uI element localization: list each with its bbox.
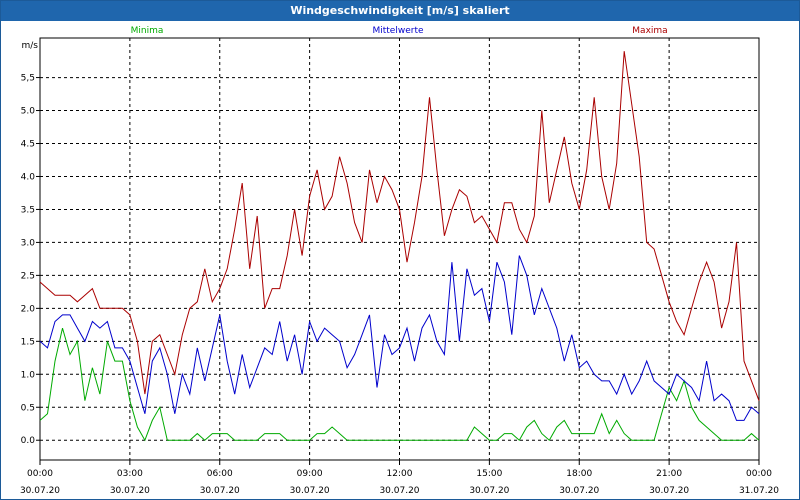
x-tick-date-label: 30.07.20	[559, 486, 599, 496]
x-tick-date-label: 30.07.20	[110, 486, 150, 496]
x-tick-date-label: 30.07.20	[20, 486, 60, 496]
series-lines	[39, 51, 760, 442]
y-axis-unit-label: m/s	[22, 41, 39, 51]
x-tick-time-label: 12:00	[387, 469, 413, 479]
x-tick-date-label: 30.07.20	[379, 486, 419, 496]
y-tick-label: 5.0	[21, 107, 36, 117]
x-tick-time-label: 21:00	[656, 469, 682, 479]
y-tick-label: 3.5	[21, 205, 35, 215]
x-axis-ticks: 00:00 30.07.20 03:00 30.07.20 06:00 30.07.20 0…	[20, 460, 779, 496]
legend-entry: Minima	[131, 26, 164, 36]
y-tick-label: 3.0	[21, 238, 36, 248]
y-tick-label: 2.0	[21, 304, 36, 314]
x-tick-time-label: 18:00	[566, 469, 592, 479]
x-tick-time-label: 00:00	[746, 469, 772, 479]
x-tick-time-label: 03:00	[117, 469, 143, 479]
y-axis-ticks: 0.0 0.5 1.0 1.5 2.0 2.5 3.0 3.5 4.0 4.5 5.0 5,5	[21, 74, 40, 446]
x-tick-time-label: 00:00	[27, 469, 53, 479]
window-title: Windgeschwindigkeit [m/s] skaliert	[1, 1, 799, 21]
y-tick-label: 4.5	[21, 140, 35, 150]
y-tick-label: 2.5	[21, 271, 35, 281]
y-tick-label: 0.5	[21, 403, 35, 413]
series-line-minima	[39, 327, 760, 442]
series-line-mittelwerte	[39, 255, 760, 421]
y-tick-label: 1.0	[21, 370, 36, 380]
x-tick-date-label: 31.07.20	[739, 486, 779, 496]
x-tick-time-label: 09:00	[297, 469, 323, 479]
y-tick-label: 0.0	[21, 436, 36, 446]
series-line-maxima	[39, 51, 760, 401]
x-tick-date-label: 30.07.20	[290, 486, 330, 496]
grid-lines	[40, 38, 759, 460]
y-tick-label: 4.0	[21, 172, 36, 182]
x-tick-date-label: 30.07.20	[649, 486, 689, 496]
x-tick-date-label: 30.07.20	[200, 486, 240, 496]
legend-entry: Maxima	[632, 26, 667, 36]
y-tick-label: 5,5	[21, 74, 35, 84]
legend: Minima Mittelwerte Maxima	[131, 26, 668, 36]
x-tick-time-label: 06:00	[207, 469, 233, 479]
y-tick-label: 1.5	[21, 337, 35, 347]
x-tick-time-label: 15:00	[476, 469, 502, 479]
legend-entry: Mittelwerte	[372, 26, 423, 36]
x-tick-date-label: 30.07.20	[469, 486, 509, 496]
